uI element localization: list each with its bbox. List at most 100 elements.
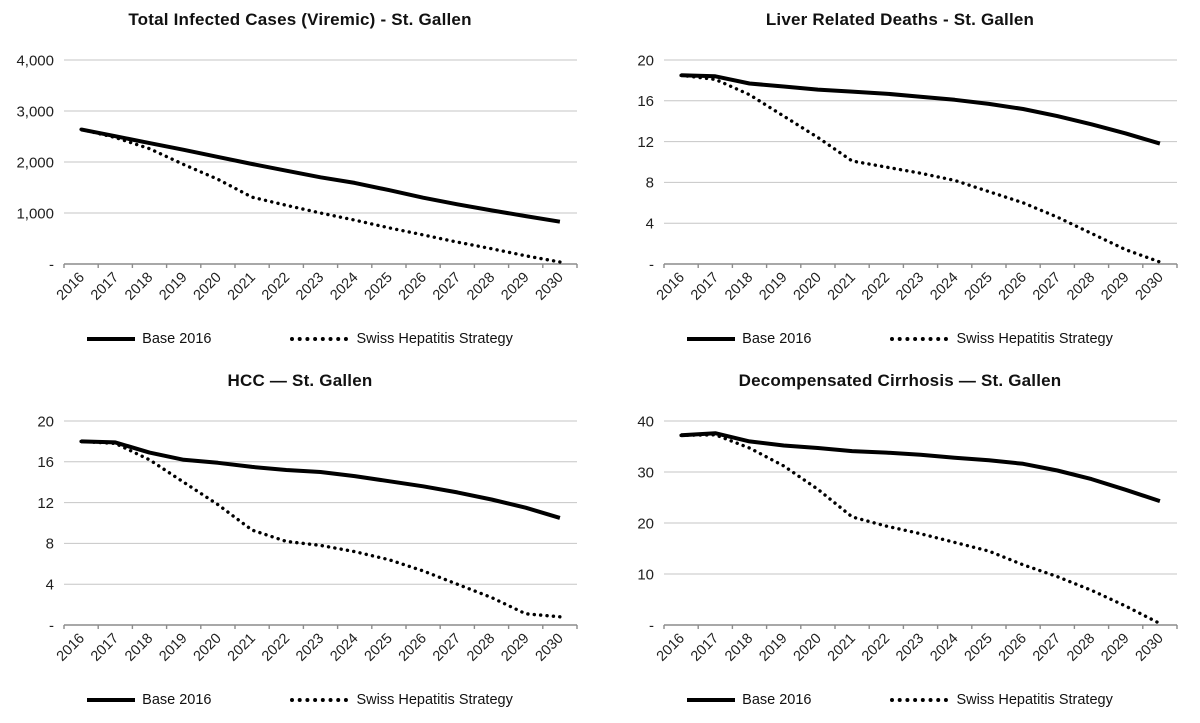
svg-text:2025: 2025 [362,631,396,665]
svg-text:2026: 2026 [396,270,430,304]
svg-text:16: 16 [637,93,654,110]
svg-text:-: - [49,256,54,273]
chart-title: Total Infected Cases (Viremic) - St. Gal… [128,10,472,29]
svg-text:3,000: 3,000 [16,103,54,120]
svg-text:2022: 2022 [859,270,893,304]
chart-legend: Base 2016 Swiss Hepatitis Strategy [600,320,1200,358]
legend-label-base: Base 2016 [742,692,812,708]
svg-text:2024: 2024 [927,631,961,665]
svg-text:12: 12 [637,134,654,151]
svg-text:20: 20 [637,515,654,532]
svg-text:2016: 2016 [54,270,88,304]
svg-text:2018: 2018 [122,270,156,304]
svg-text:2027: 2027 [1030,631,1064,665]
svg-text:2029: 2029 [1098,631,1132,665]
svg-text:2026: 2026 [996,631,1030,665]
chart-title: Decompensated Cirrhosis — St. Gallen [738,371,1062,390]
chart-title: Liver Related Deaths - St. Gallen [765,10,1035,29]
svg-text:2028: 2028 [464,270,498,304]
legend-label-base: Base 2016 [142,331,212,347]
legend-item-base: Base 2016 [87,331,212,347]
legend-item-strategy: Swiss Hepatitis Strategy [289,692,513,708]
svg-text:2024: 2024 [927,270,961,304]
svg-text:2024: 2024 [327,270,361,304]
svg-text:2020: 2020 [791,631,825,665]
dotted-line-icon [289,337,348,341]
legend-label-base: Base 2016 [742,331,812,347]
svg-text:2017: 2017 [88,270,122,304]
svg-text:2027: 2027 [1030,270,1064,304]
svg-text:2016: 2016 [654,270,688,304]
svg-text:2025: 2025 [362,270,396,304]
legend-item-strategy: Swiss Hepatitis Strategy [889,331,1113,347]
svg-text:2019: 2019 [756,631,790,665]
svg-text:2029: 2029 [498,270,532,304]
svg-text:2017: 2017 [688,631,722,665]
svg-text:2027: 2027 [430,270,464,304]
svg-text:-: - [49,617,54,634]
svg-text:2030: 2030 [1133,270,1167,304]
svg-text:30: 30 [637,464,654,481]
svg-text:40: 40 [637,413,654,430]
svg-text:2,000: 2,000 [16,154,54,171]
svg-text:2016: 2016 [54,631,88,665]
svg-text:4: 4 [646,215,654,232]
svg-text:10: 10 [637,566,654,583]
chart-legend: Base 2016 Swiss Hepatitis Strategy [0,320,600,358]
svg-text:2023: 2023 [893,270,927,304]
svg-text:2019: 2019 [156,631,190,665]
svg-text:2023: 2023 [293,631,327,665]
svg-text:16: 16 [37,454,54,471]
svg-text:2030: 2030 [533,631,567,665]
solid-line-icon [687,337,736,341]
svg-text:12: 12 [37,495,54,512]
svg-text:2030: 2030 [533,270,567,304]
svg-text:2022: 2022 [259,631,293,665]
svg-text:2029: 2029 [1098,270,1132,304]
solid-line-icon [687,698,736,702]
svg-text:4,000: 4,000 [16,52,54,69]
chart-panel-decompensated-cirrhosis: Decompensated Cirrhosis — St. Gallen - 10… [600,361,1200,722]
svg-text:1,000: 1,000 [16,205,54,222]
svg-text:2022: 2022 [859,631,893,665]
svg-text:2030: 2030 [1133,631,1167,665]
svg-text:2017: 2017 [88,631,122,665]
svg-text:2021: 2021 [225,631,259,665]
svg-text:2026: 2026 [396,631,430,665]
chart-panel-liver-related-deaths: Liver Related Deaths - St. Gallen - 4 8 12 1… [600,0,1200,361]
svg-text:2028: 2028 [1064,270,1098,304]
svg-text:2025: 2025 [962,270,996,304]
svg-text:2021: 2021 [825,270,859,304]
legend-label-strategy: Swiss Hepatitis Strategy [356,692,513,708]
legend-label-strategy: Swiss Hepatitis Strategy [356,331,513,347]
solid-line-icon [87,698,136,702]
svg-text:2021: 2021 [225,270,259,304]
dotted-line-icon [889,337,948,341]
svg-text:2026: 2026 [996,270,1030,304]
svg-text:2020: 2020 [191,270,225,304]
svg-text:2027: 2027 [430,631,464,665]
svg-text:-: - [649,617,654,634]
svg-text:-: - [649,256,654,273]
svg-text:20: 20 [37,413,54,430]
svg-text:8: 8 [646,175,654,192]
legend-label-base: Base 2016 [142,692,212,708]
solid-line-icon [87,337,136,341]
legend-label-strategy: Swiss Hepatitis Strategy [956,692,1113,708]
svg-text:2023: 2023 [893,631,927,665]
svg-text:2019: 2019 [156,270,190,304]
svg-text:2024: 2024 [327,631,361,665]
chart-legend: Base 2016 Swiss Hepatitis Strategy [600,681,1200,719]
svg-text:4: 4 [46,576,54,593]
svg-text:2025: 2025 [962,631,996,665]
svg-text:2018: 2018 [722,631,756,665]
legend-item-base: Base 2016 [687,692,812,708]
svg-text:2023: 2023 [293,270,327,304]
svg-text:2019: 2019 [756,270,790,304]
svg-text:2018: 2018 [122,631,156,665]
svg-text:2020: 2020 [791,270,825,304]
dotted-line-icon [289,698,348,702]
